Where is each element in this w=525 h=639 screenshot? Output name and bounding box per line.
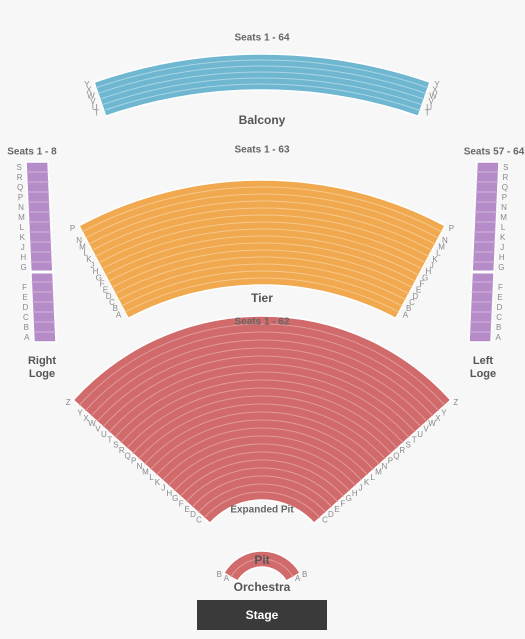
row-letter: G [498,263,504,272]
row-letter: L [20,223,25,232]
row-letter: K [364,478,370,487]
row-letter: A [496,333,502,342]
row-letter: K [500,233,506,242]
row-letter: S [503,163,508,172]
row-letter: P [70,224,75,233]
row-letter: Q [393,451,399,460]
row-letter: A [224,574,230,583]
pit-section[interactable] [224,551,300,581]
row-letter: L [370,473,375,482]
row-letter: V [423,425,429,434]
row-letter: M [500,213,507,222]
row-letter: A [295,574,301,583]
row-letter: A [116,310,122,319]
balcony-section[interactable] [94,54,430,116]
stage: Stage [197,600,327,630]
seating-chart: YYXXWWVVUUTTPPNNMMLLKKJJHHGGFFEEDDCCBBAA… [0,0,525,639]
row-letter: J [161,483,165,492]
row-letter: L [149,473,154,482]
row-letter: E [497,293,502,302]
row-letter: S [406,441,411,450]
row-letter: U [417,430,423,439]
row-letter: C [196,516,202,525]
row-letter: B [217,570,222,579]
row-letter: S [113,441,118,450]
row-letter: N [18,203,24,212]
row-letter: T [94,108,99,117]
row-letter: H [352,489,358,498]
row-letter: P [18,193,23,202]
row-letter: B [24,323,29,332]
row-letter: Z [453,398,458,407]
row-letter: F [498,283,503,292]
row-letter: G [21,263,27,272]
row-letter: J [21,243,25,252]
row-letter: K [155,478,161,487]
row-letter: F [340,500,345,509]
row-letter: K [20,233,26,242]
row-letter: P [502,193,507,202]
row-letter: B [302,570,307,579]
row-letter: R [502,173,508,182]
row-letter: E [334,505,339,514]
row-letter: A [24,333,30,342]
row-letter: M [375,467,382,476]
row-letter: P [449,224,454,233]
row-letter: D [497,303,503,312]
row-letter: M [18,213,25,222]
row-letter: E [22,293,27,302]
row-letter: Q [125,451,131,460]
row-letter: T [425,108,430,117]
row-letter: R [399,446,405,455]
row-letter: D [328,510,334,519]
row-letter: C [23,313,29,322]
row-letter: Q [17,183,23,192]
row-letter: M [142,467,149,476]
row-letter: R [17,173,23,182]
row-letter: Q [502,183,508,192]
seating-svg: YYXXWWVVUUTTPPNNMMLLKKJJHHGGFFEEDDCCBBAA… [0,0,525,639]
row-letter: E [184,505,189,514]
row-letter: N [382,462,388,471]
row-letter: U [101,430,107,439]
row-letter: F [179,500,184,509]
row-letter: C [322,516,328,525]
row-letter: P [131,457,136,466]
row-letter: H [499,253,505,262]
row-letter: C [496,313,502,322]
row-letter: X [435,414,441,423]
row-letter: W [428,419,436,428]
row-letter: S [17,163,22,172]
row-letter: J [359,483,363,492]
row-letter: N [501,203,507,212]
row-letter: T [412,435,417,444]
row-letter: P [388,457,393,466]
row-letter: F [22,283,27,292]
row-letter: A [403,310,409,319]
row-letter: J [500,243,504,252]
row-letter: Y [441,409,447,418]
row-letter: D [23,303,29,312]
row-letter: T [107,435,112,444]
row-letter: H [20,253,26,262]
row-letter: Z [66,398,71,407]
row-letter: B [496,323,501,332]
row-letter: G [172,494,178,503]
row-letter: L [501,223,506,232]
row-letter: G [346,494,352,503]
